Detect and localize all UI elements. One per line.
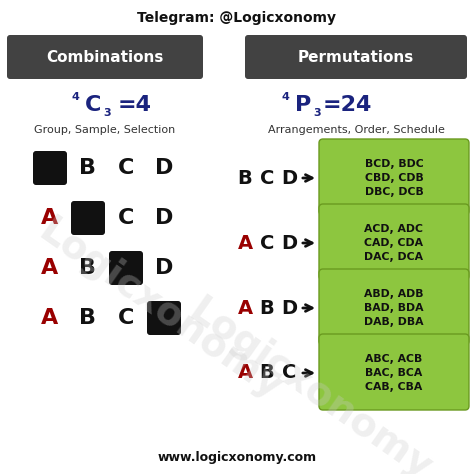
Text: =4: =4 [118, 95, 152, 115]
FancyBboxPatch shape [319, 269, 469, 345]
Text: C: C [85, 95, 101, 115]
Text: D: D [155, 158, 173, 178]
Text: C: C [118, 308, 134, 328]
Text: A: A [237, 234, 253, 253]
Text: A: A [41, 208, 59, 228]
Text: D: D [281, 234, 297, 253]
Text: Arrangements, Order, Schedule: Arrangements, Order, Schedule [267, 125, 445, 135]
Text: C: C [260, 234, 274, 253]
Text: C: C [282, 364, 296, 383]
Text: 4: 4 [281, 92, 289, 102]
FancyBboxPatch shape [109, 251, 143, 285]
Text: D: D [281, 299, 297, 318]
Text: B: B [80, 308, 97, 328]
FancyBboxPatch shape [147, 301, 181, 335]
FancyBboxPatch shape [319, 204, 469, 280]
Text: ACD, ADC
CAD, CDA
DAC, DCA: ACD, ADC CAD, CDA DAC, DCA [365, 224, 423, 263]
Text: C: C [118, 158, 134, 178]
FancyBboxPatch shape [245, 35, 467, 79]
Text: B: B [260, 299, 274, 318]
FancyBboxPatch shape [319, 139, 469, 215]
Text: A: A [41, 308, 59, 328]
Text: www.logicxonomy.com: www.logicxonomy.com [157, 452, 317, 465]
FancyBboxPatch shape [319, 334, 469, 410]
Text: C: C [260, 168, 274, 188]
Text: B: B [260, 364, 274, 383]
Text: Permutations: Permutations [298, 49, 414, 64]
Text: Telegram: @Logicxonomy: Telegram: @Logicxonomy [137, 11, 337, 25]
Text: 3: 3 [103, 108, 111, 118]
Text: ABC, ACB
BAC, BCA
CAB, CBA: ABC, ACB BAC, BCA CAB, CBA [365, 354, 423, 392]
Text: B: B [237, 168, 252, 188]
Text: Logicxonomy: Logicxonomy [181, 292, 439, 474]
FancyBboxPatch shape [33, 151, 67, 185]
Text: 3: 3 [313, 108, 321, 118]
Text: Logicxonomy: Logicxonomy [31, 212, 289, 408]
Text: C: C [118, 208, 134, 228]
Text: D: D [281, 168, 297, 188]
FancyBboxPatch shape [7, 35, 203, 79]
Text: ABD, ADB
BAD, BDA
DAB, DBA: ABD, ADB BAD, BDA DAB, DBA [364, 289, 424, 328]
Text: D: D [155, 208, 173, 228]
Text: A: A [237, 364, 253, 383]
Text: A: A [41, 258, 59, 278]
Text: D: D [155, 258, 173, 278]
Text: P: P [295, 95, 311, 115]
Text: Group, Sample, Selection: Group, Sample, Selection [35, 125, 176, 135]
Text: BCD, BDC
CBD, CDB
DBC, DCB: BCD, BDC CBD, CDB DBC, DCB [365, 159, 423, 197]
Text: =24: =24 [322, 95, 372, 115]
Text: A: A [237, 299, 253, 318]
Text: B: B [80, 258, 97, 278]
FancyBboxPatch shape [71, 201, 105, 235]
Text: Combinations: Combinations [46, 49, 164, 64]
Text: 4: 4 [71, 92, 79, 102]
Text: B: B [80, 158, 97, 178]
